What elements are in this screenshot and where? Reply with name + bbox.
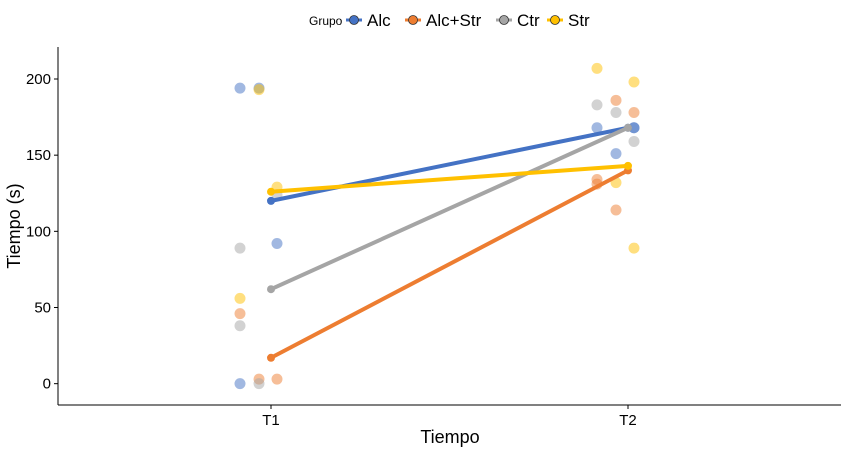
legend-item-str: Str: [547, 11, 590, 30]
data-point-ctr: [610, 107, 622, 119]
series-alc: [267, 123, 632, 205]
data-point-alc: [591, 122, 603, 134]
series-alc-str: [267, 166, 632, 362]
data-point-alc: [234, 378, 246, 390]
y-ticks: 0 50 100 150 200: [26, 71, 58, 393]
legend-title: Grupo: [309, 14, 343, 28]
data-point-alc: [610, 148, 622, 160]
legend-label: Ctr: [517, 11, 540, 30]
y-tick-label: 150: [26, 147, 51, 164]
data-point-alc-str: [610, 204, 622, 216]
data-point-alc: [628, 122, 640, 134]
data-point-str: [628, 76, 640, 88]
data-point-str: [253, 84, 265, 96]
mean-point-alc: [267, 196, 275, 205]
legend-key-dot: [408, 15, 418, 25]
mean-lines: [267, 123, 632, 362]
data-point-ctr: [628, 135, 640, 147]
data-point-alc-str: [628, 107, 640, 119]
mean-point-ctr: [267, 285, 275, 294]
mean-line-alc: [270, 125, 629, 203]
series-ctr: [267, 123, 632, 294]
data-point-alc-str: [610, 94, 622, 106]
data-point-str: [591, 62, 603, 74]
legend-label: Str: [568, 11, 590, 30]
mean-point-alc-str: [267, 353, 275, 362]
data-point-alc: [271, 238, 283, 250]
legend-key-dot: [550, 15, 560, 25]
data-point-alc: [234, 82, 246, 94]
y-tick-label: 100: [26, 223, 51, 240]
x-axis-title: Tiempo: [420, 427, 479, 447]
mean-line-alc-str: [270, 168, 629, 360]
y-axis-title: Tiempo (s): [4, 183, 24, 268]
data-point-alc-str: [234, 308, 246, 320]
legend: Grupo Alc Alc+Str Ctr Str: [309, 11, 590, 30]
data-point-str: [628, 242, 640, 254]
mean-point-str: [624, 161, 632, 170]
legend-item-alc-str: Alc+Str: [405, 11, 482, 30]
mean-line-str: [270, 163, 629, 194]
legend-item-alc: Alc: [346, 11, 391, 30]
mean-line-ctr: [270, 125, 629, 292]
mean-point-str: [267, 187, 275, 196]
legend-label: Alc: [367, 11, 391, 30]
y-tick-label: 200: [26, 71, 51, 88]
data-point-ctr: [234, 320, 246, 332]
mean-point-ctr: [624, 123, 632, 132]
x-ticks: T1 T2: [262, 405, 637, 429]
data-point-alc-str: [271, 373, 283, 385]
data-point-ctr: [591, 99, 603, 111]
x-tick-label: T2: [619, 412, 637, 429]
x-tick-label: T1: [262, 412, 280, 429]
y-tick-label: 50: [34, 300, 51, 317]
series-str: [267, 161, 632, 196]
data-point-str: [234, 292, 246, 304]
legend-key-dot: [499, 15, 509, 25]
legend-label: Alc+Str: [426, 11, 482, 30]
data-points: [234, 62, 640, 390]
y-tick-label: 0: [43, 376, 51, 393]
legend-key-dot: [349, 15, 359, 25]
data-point-ctr: [234, 242, 246, 254]
legend-item-ctr: Ctr: [496, 11, 540, 30]
data-point-ctr: [253, 378, 265, 390]
